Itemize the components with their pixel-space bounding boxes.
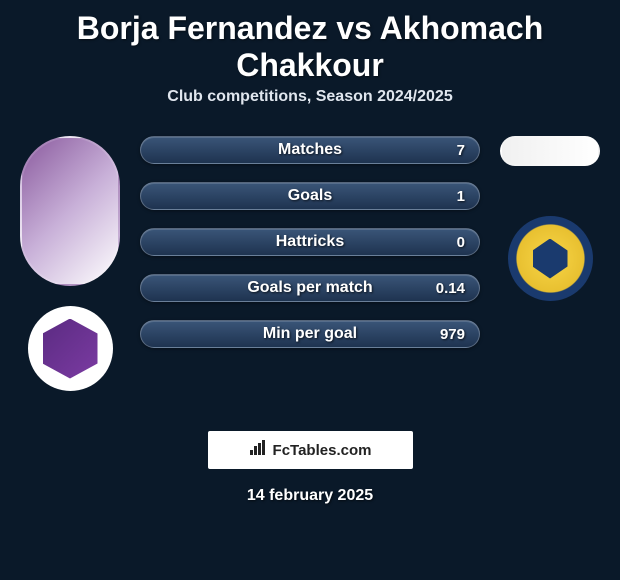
page-subtitle: Club competitions, Season 2024/2025 — [0, 88, 620, 126]
stats-column: Matches 7 Goals 1 Hattricks 0 Goals per … — [140, 126, 480, 391]
stat-row-min-per-goal: Min per goal 979 — [140, 320, 480, 348]
stat-label: Goals per match — [247, 279, 372, 297]
stat-row-hattricks: Hattricks 0 — [140, 228, 480, 256]
stat-row-goals: Goals 1 — [140, 182, 480, 210]
right-club-logo — [508, 216, 593, 301]
stat-value-right: 7 — [457, 142, 465, 159]
left-player-photo — [20, 136, 120, 286]
stat-value-right: 0.14 — [436, 280, 465, 297]
stat-value-right: 0 — [457, 234, 465, 251]
stat-value-right: 979 — [440, 326, 465, 343]
left-club-logo — [28, 306, 113, 391]
right-player-photo — [500, 136, 600, 166]
stat-label: Goals — [288, 187, 332, 205]
stat-label: Matches — [278, 141, 342, 159]
comparison-panel: Matches 7 Goals 1 Hattricks 0 Goals per … — [0, 126, 620, 391]
stat-label: Min per goal — [263, 325, 357, 343]
attribution-badge: FcTables.com — [208, 431, 413, 469]
stat-value-right: 1 — [457, 188, 465, 205]
stat-label: Hattricks — [276, 233, 344, 251]
date-label: 14 february 2025 — [0, 487, 620, 505]
attribution-text: FcTables.com — [273, 442, 372, 459]
right-player-column — [490, 126, 610, 391]
left-player-column — [10, 126, 130, 391]
chart-bars-icon — [249, 440, 267, 460]
stat-row-goals-per-match: Goals per match 0.14 — [140, 274, 480, 302]
page-title: Borja Fernandez vs Akhomach Chakkour — [0, 0, 620, 88]
stat-row-matches: Matches 7 — [140, 136, 480, 164]
